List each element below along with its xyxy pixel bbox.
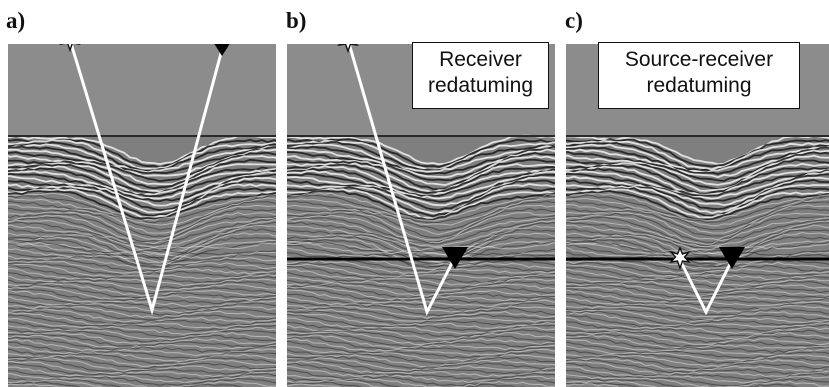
source-receiver-redatuming-label: Source-receiver redatuming: [598, 42, 800, 109]
raypath-c: [678, 259, 734, 316]
panel-letter-c: c): [565, 8, 583, 33]
label-line-2: redatuming: [646, 74, 752, 97]
receiver-redatuming-label: Receiver redatuming: [412, 42, 549, 109]
ray-overlay-b: [287, 44, 555, 317]
ray-overlay-a: [59, 44, 230, 316]
seismic-panel-a: [8, 44, 276, 387]
receiver-triangle-icon: [214, 44, 230, 56]
label-line-1: Receiver: [439, 48, 522, 71]
raypath-b: [347, 44, 456, 317]
label-line-1: Source-receiver: [624, 48, 774, 71]
panel-letter-b: b): [286, 8, 307, 33]
label-line-2: redatuming: [427, 74, 534, 97]
receiver-triangle-icon: [719, 247, 745, 269]
source-star-icon: [337, 44, 359, 54]
seismic-image-b: [287, 44, 555, 387]
seismic-image-a: [8, 44, 276, 387]
seismic-panel-b: [287, 44, 555, 387]
raypath-a: [69, 44, 226, 316]
source-star-icon: [59, 44, 81, 53]
ray-overlay-c: [566, 246, 829, 316]
receiver-triangle-icon: [442, 247, 468, 269]
panel-letter-a: a): [6, 8, 26, 33]
source-star-icon: [668, 246, 692, 271]
